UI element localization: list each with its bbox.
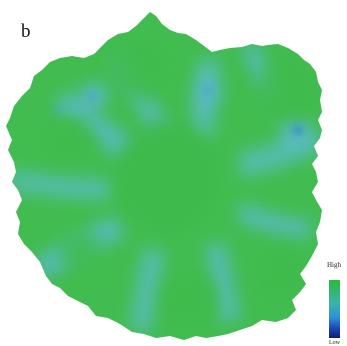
- legend-high-label: High: [327, 261, 341, 269]
- legend-gradient-bar: [329, 280, 340, 338]
- panel-label: b: [21, 21, 31, 42]
- colorbar-legend: High Low: [324, 261, 347, 346]
- legend-low-label: Low: [329, 340, 340, 346]
